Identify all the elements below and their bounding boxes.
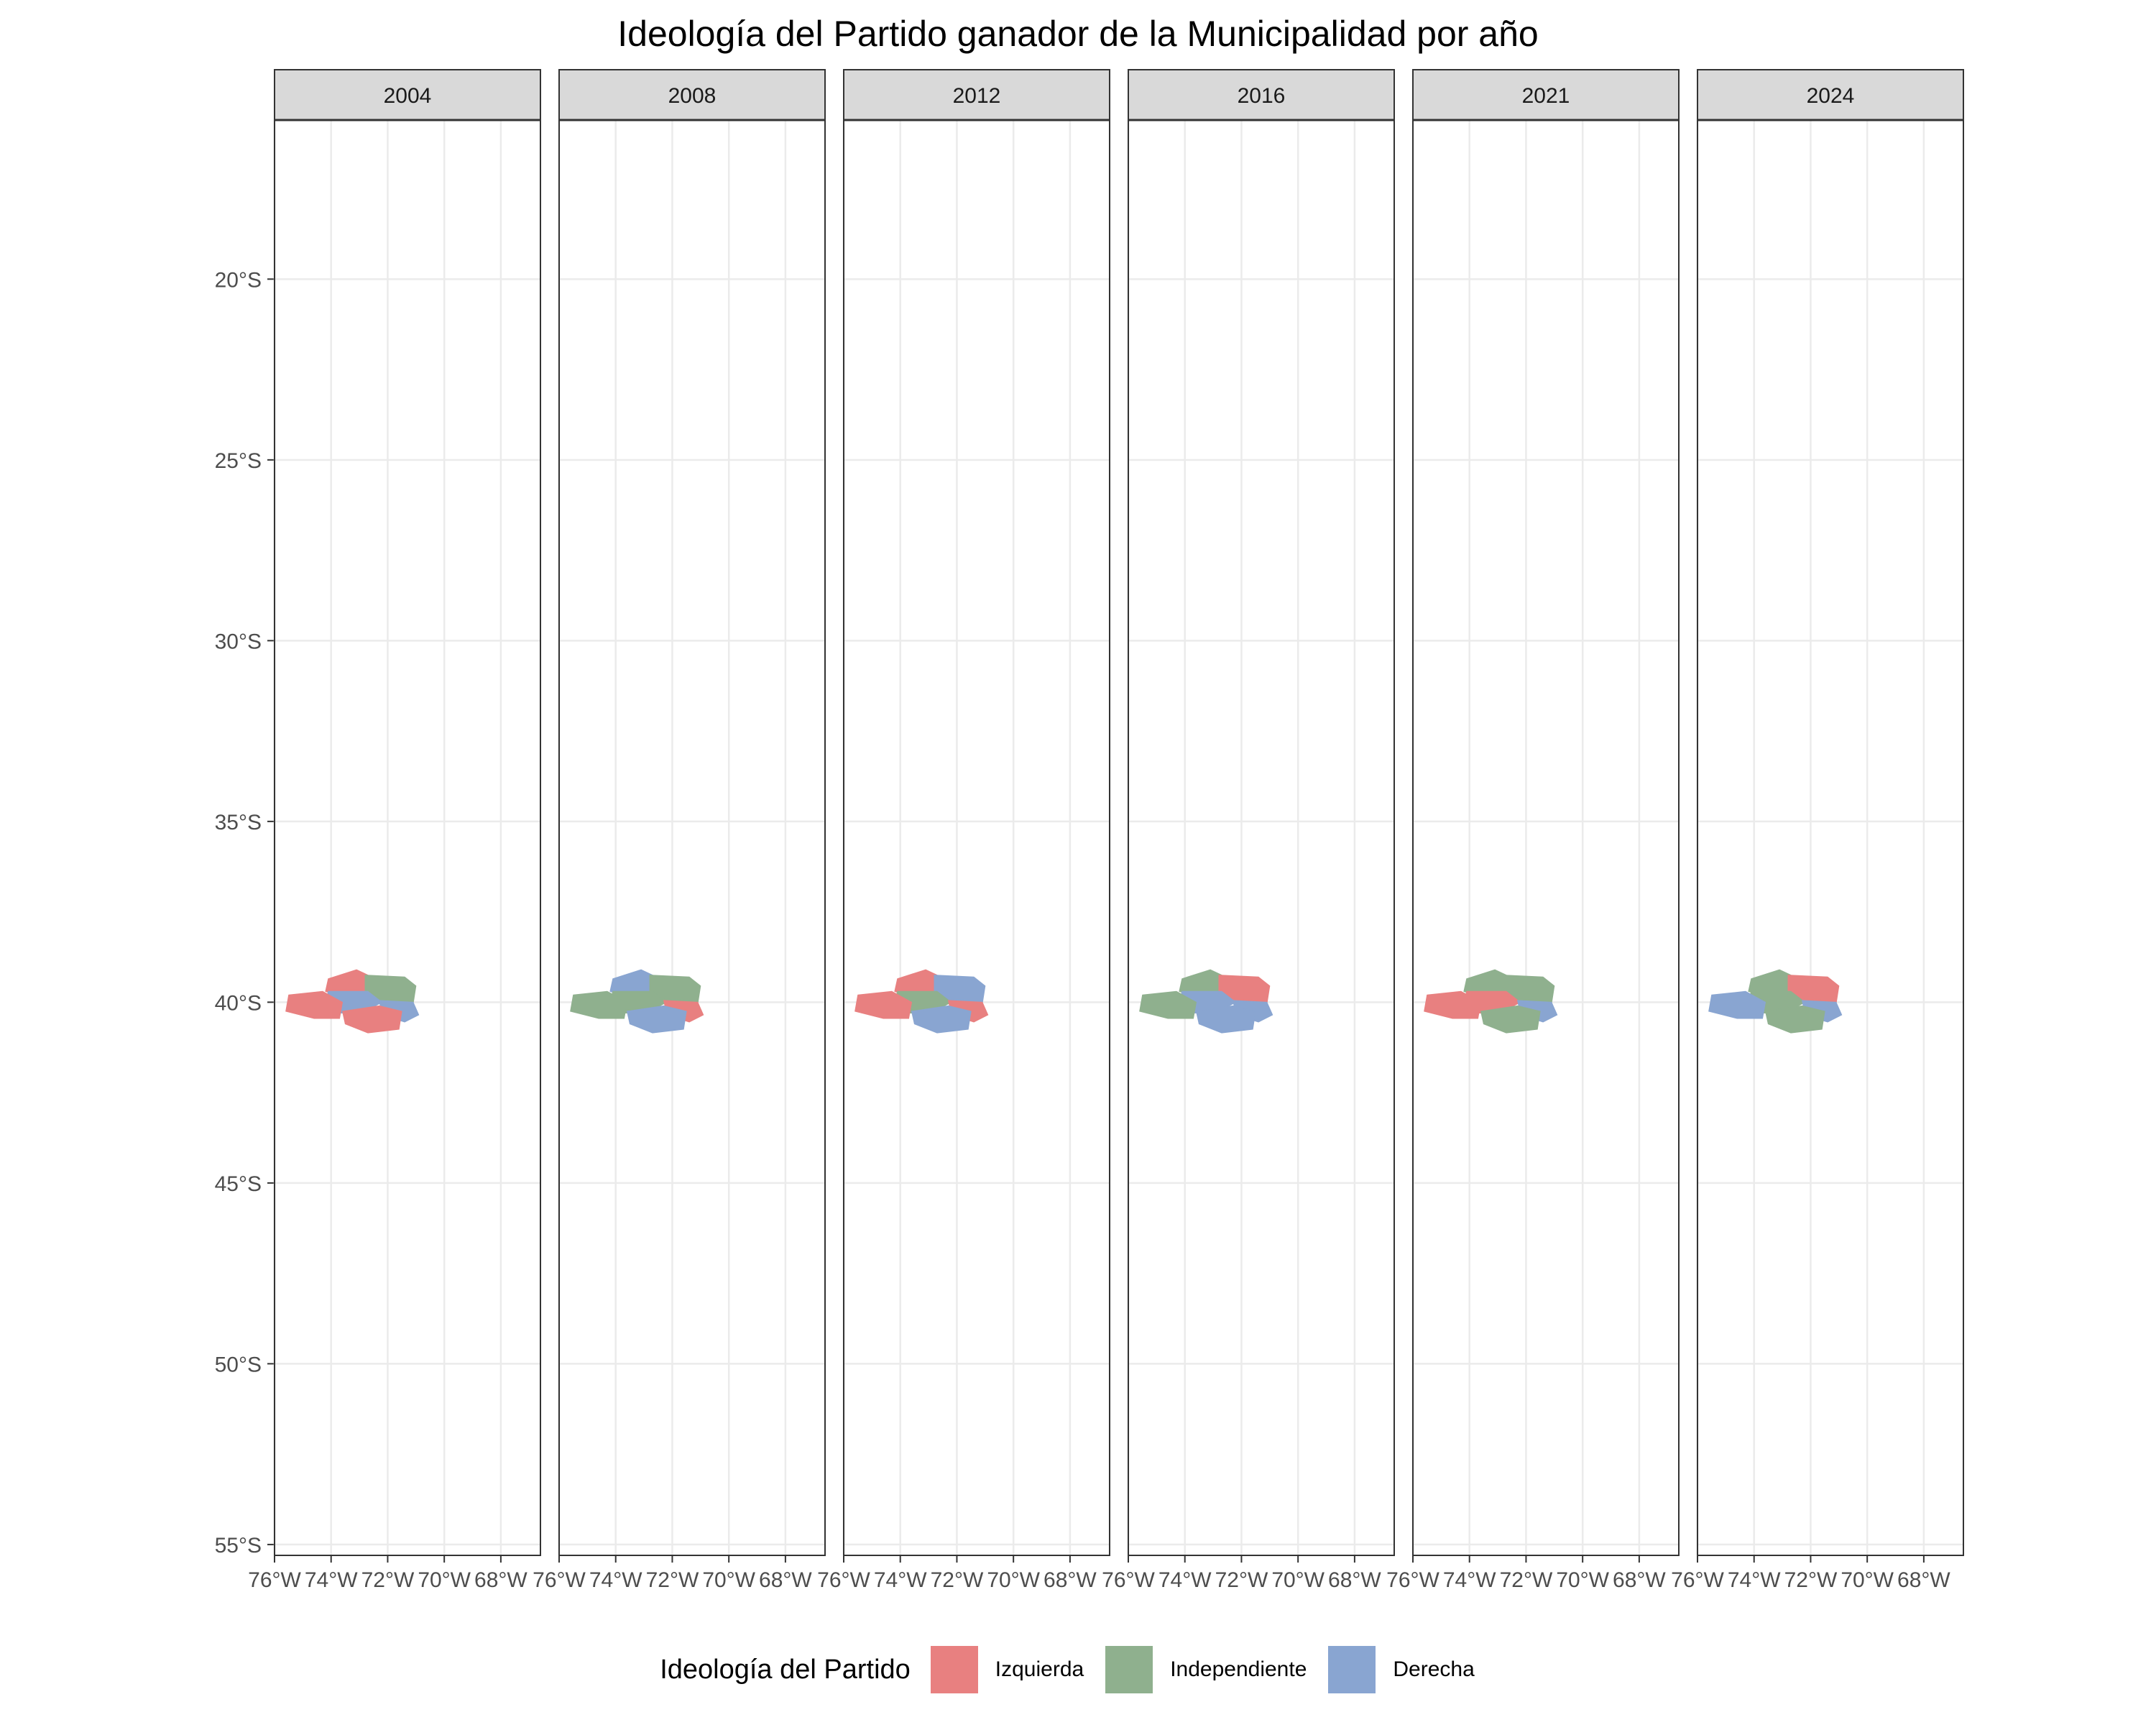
facet-strip-label: 2012	[953, 84, 1001, 108]
legend-item-derecha: Derecha	[1328, 1646, 1475, 1693]
region-south	[1480, 1005, 1541, 1034]
legend-title: Ideología del Partido	[660, 1654, 911, 1685]
facet-strip-label: 2016	[1238, 84, 1286, 108]
region-south	[626, 1005, 687, 1034]
legend-item-independiente: Independiente	[1105, 1646, 1307, 1693]
x-tick-label: 74°W	[305, 1568, 358, 1592]
x-tick-label: 74°W	[1443, 1568, 1496, 1592]
x-tick-label: 76°W	[817, 1568, 870, 1592]
x-tick-label: 76°W	[1102, 1568, 1155, 1592]
legend-label-independiente: Independiente	[1170, 1657, 1307, 1681]
region-west	[1708, 990, 1766, 1019]
panel-background	[559, 120, 825, 1555]
legend: Ideología del Partido Izquierda Independ…	[0, 1644, 2156, 1695]
region-west	[1424, 990, 1482, 1019]
facet-strip-label: 2021	[1522, 84, 1570, 108]
region-west	[570, 990, 628, 1019]
x-tick-label: 76°W	[248, 1568, 301, 1592]
y-tick-label: 40°S	[215, 991, 262, 1015]
region-south	[1195, 1005, 1256, 1034]
x-tick-label: 76°W	[1671, 1568, 1724, 1592]
y-tick-label: 55°S	[215, 1534, 262, 1558]
y-tick-label: 30°S	[215, 630, 262, 653]
facet-strip-label: 2004	[384, 84, 432, 108]
y-tick-label: 20°S	[215, 268, 262, 292]
x-tick-label: 74°W	[1728, 1568, 1781, 1592]
x-tick-label: 70°W	[1556, 1568, 1609, 1592]
x-tick-label: 68°W	[1613, 1568, 1666, 1592]
facet-strip	[558, 69, 826, 121]
region-south	[341, 1005, 402, 1034]
panel-background	[844, 120, 1110, 1555]
legend-key-izquierda	[930, 1646, 978, 1693]
x-tick-label: 74°W	[874, 1568, 927, 1592]
x-tick-label: 74°W	[589, 1568, 642, 1592]
x-tick-label: 76°W	[1386, 1568, 1439, 1592]
x-tick-label: 74°W	[1158, 1568, 1212, 1592]
x-tick-label: 72°W	[361, 1568, 415, 1592]
facet-strip-label: 2008	[668, 84, 717, 108]
region-south	[1764, 1005, 1825, 1034]
facet-strip	[274, 69, 541, 121]
x-tick-label: 68°W	[759, 1568, 812, 1592]
facet-panel-2012: 2012 76°W 74°W 72°W 70°W 68°W	[817, 69, 1110, 1592]
facet-panel-2021: 2021 76°W 74°W 72°W 70°W 68°W	[1386, 69, 1680, 1592]
y-tick-label: 45°S	[215, 1172, 262, 1196]
region-south	[911, 1005, 972, 1034]
facet-panel-2024: 2024 76°W 74°W 72°W 70°W 68°W	[1671, 69, 1964, 1592]
region-west	[1139, 990, 1197, 1019]
y-tick-label: 35°S	[215, 811, 262, 834]
x-tick-label: 76°W	[533, 1568, 586, 1592]
panel-background	[1128, 120, 1394, 1555]
chart-title: Ideología del Partido ganador de la Muni…	[617, 14, 1539, 54]
legend-item-izquierda: Izquierda	[930, 1646, 1084, 1693]
facet-panel-2016: 2016 76°W 74°W 72°W 70°W 68°W	[1102, 69, 1395, 1592]
x-tick-label: 70°W	[702, 1568, 755, 1592]
x-tick-label: 68°W	[1897, 1568, 1950, 1592]
legend-key-derecha	[1328, 1646, 1376, 1693]
x-tick-label: 72°W	[1215, 1568, 1268, 1592]
region-west	[285, 990, 344, 1019]
x-tick-label: 68°W	[474, 1568, 528, 1592]
y-tick-label: 50°S	[215, 1353, 262, 1376]
x-tick-label: 72°W	[931, 1568, 984, 1592]
x-tick-label: 70°W	[1271, 1568, 1325, 1592]
facet-strip	[843, 69, 1110, 121]
facet-panel-2004: 2004 76°W 74°W 72°W 70°W 68°W	[248, 69, 541, 1592]
x-tick-label: 68°W	[1044, 1568, 1097, 1592]
x-tick-label: 68°W	[1328, 1568, 1381, 1592]
facet-panel-2008: 2008 76°W 74°W 72°W 70°W 68°W	[533, 69, 826, 1592]
facet-strip	[1697, 69, 1964, 121]
x-tick-label: 72°W	[1500, 1568, 1553, 1592]
y-tick-label: 25°S	[215, 449, 262, 473]
facet-strip-label: 2024	[1807, 84, 1855, 108]
panel-background	[1697, 120, 1963, 1555]
region-west	[854, 990, 913, 1019]
x-tick-label: 70°W	[1841, 1568, 1894, 1592]
panel-background	[1413, 120, 1679, 1555]
x-tick-label: 72°W	[646, 1568, 699, 1592]
legend-key-independiente	[1105, 1646, 1153, 1693]
x-tick-label: 70°W	[987, 1568, 1040, 1592]
x-tick-label: 70°W	[418, 1568, 471, 1592]
panel-background	[275, 120, 540, 1555]
x-tick-label: 72°W	[1784, 1568, 1838, 1592]
legend-label-izquierda: Izquierda	[995, 1657, 1084, 1681]
legend-label-derecha: Derecha	[1393, 1657, 1475, 1681]
